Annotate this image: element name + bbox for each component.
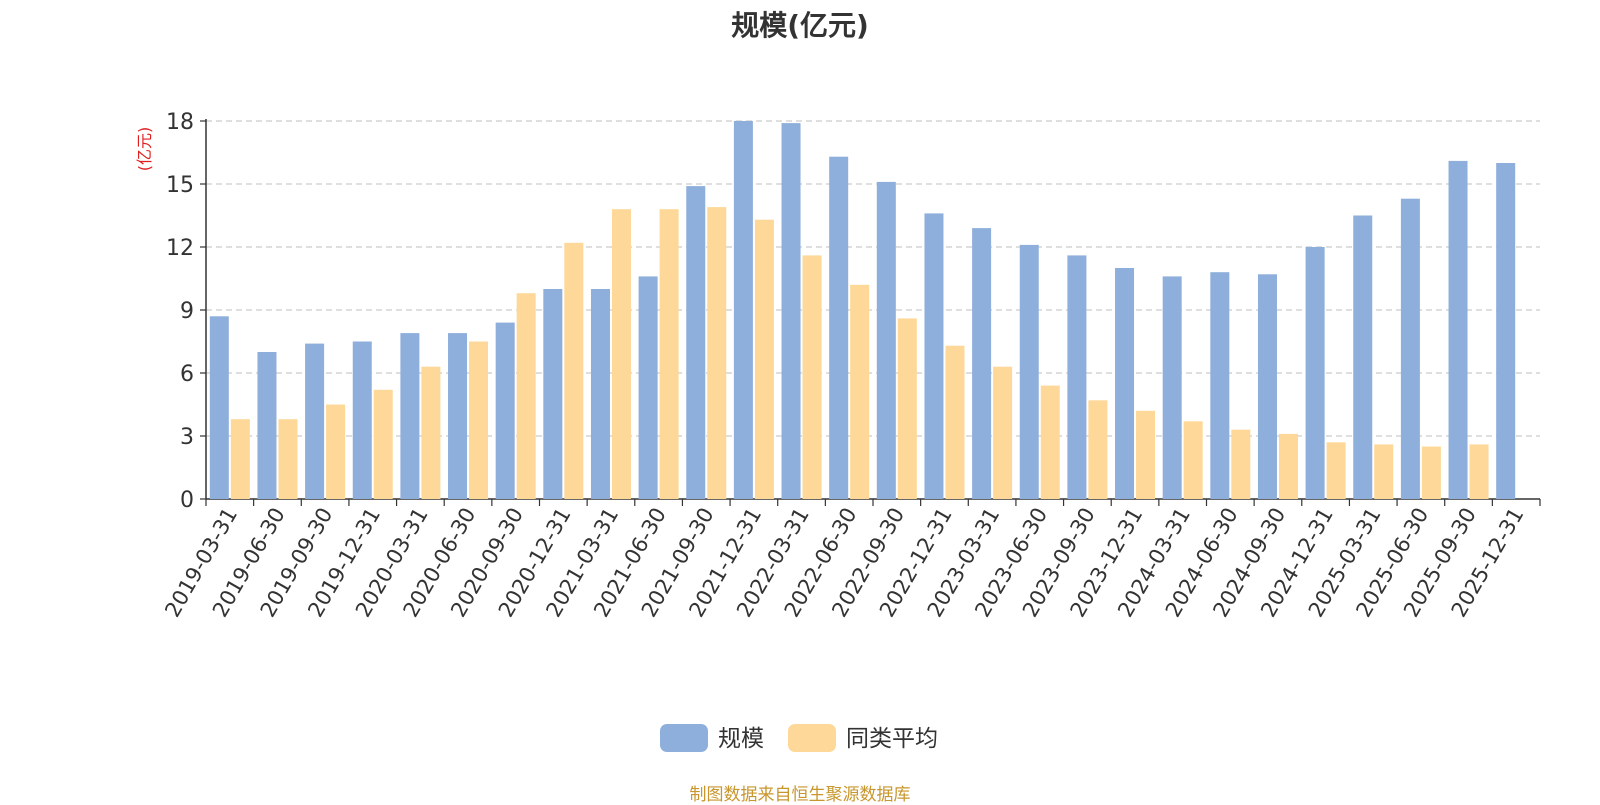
bar-scale (1115, 268, 1135, 499)
bar-peer-average (326, 404, 346, 499)
y-tick-label: 9 (180, 299, 194, 324)
bar-peer-average (469, 341, 489, 499)
bar-peer-average (945, 345, 965, 499)
bar-scale (257, 352, 277, 499)
bar-scale (1353, 215, 1373, 499)
bar-peer-average (1469, 444, 1489, 499)
legend-label: 同类平均 (846, 726, 938, 752)
bar-peer-average (230, 419, 250, 499)
y-tick-label: 12 (166, 236, 194, 261)
bar-peer-average (802, 255, 822, 499)
bar-peer-average (754, 219, 774, 499)
bar-scale (352, 341, 372, 499)
bar-scale (1067, 255, 1087, 499)
bar-peer-average (1231, 429, 1251, 499)
bar-scale (781, 123, 801, 499)
bar-peer-average (1136, 410, 1156, 499)
bar-peer-average (373, 389, 393, 499)
bar-peer-average (1040, 385, 1060, 499)
legend-swatch (660, 724, 708, 752)
bar-scale (400, 333, 420, 499)
bar-peer-average (897, 318, 917, 499)
bar-scale (1162, 276, 1182, 499)
bar-scale (590, 289, 610, 499)
bar-peer-average (421, 366, 441, 499)
bar-scale (876, 181, 896, 499)
bar-scale (1448, 160, 1468, 499)
y-tick-label: 18 (166, 110, 194, 135)
bar-scale (448, 333, 468, 499)
bar-scale (209, 316, 229, 499)
y-tick-label: 3 (180, 425, 194, 450)
bar-peer-average (564, 242, 584, 500)
bar-scale (972, 228, 992, 499)
y-axis-label: (亿元) (135, 127, 154, 172)
bar-peer-average (1374, 444, 1394, 499)
bar-scale (495, 322, 515, 499)
chart-title: 规模(亿元) (731, 9, 869, 42)
bar-peer-average (659, 209, 679, 499)
bar-scale (1257, 274, 1277, 499)
data-source-note: 制图数据来自恒生聚源数据库 (689, 785, 911, 805)
bar-scale (1019, 244, 1039, 499)
bar-scale (733, 121, 753, 499)
bar-peer-average (1421, 446, 1441, 499)
bar-scale (305, 343, 325, 499)
bar-peer-average (1326, 442, 1346, 499)
y-tick-label: 6 (180, 362, 194, 387)
bar-scale (1400, 198, 1420, 499)
bar-scale (924, 213, 944, 499)
bar-scale (686, 186, 706, 499)
bar-scale (1305, 247, 1325, 499)
y-tick-label: 15 (166, 173, 194, 198)
bar-peer-average (278, 419, 298, 499)
bar-peer-average (1183, 421, 1203, 499)
bar-peer-average (1088, 400, 1108, 499)
bar-scale (543, 289, 563, 499)
legend-label: 规模 (718, 726, 764, 752)
y-tick-label: 0 (180, 488, 194, 513)
bar-scale (1210, 272, 1230, 499)
bar-scale (829, 156, 849, 499)
legend-swatch (788, 724, 836, 752)
bar-peer-average (1278, 433, 1298, 499)
bar-peer-average (611, 209, 631, 499)
bar-peer-average (707, 207, 727, 499)
bar-peer-average (516, 293, 536, 499)
bar-peer-average (993, 366, 1013, 499)
bar-peer-average (850, 284, 870, 499)
bar-scale (1496, 163, 1516, 499)
bar-scale (638, 276, 658, 499)
